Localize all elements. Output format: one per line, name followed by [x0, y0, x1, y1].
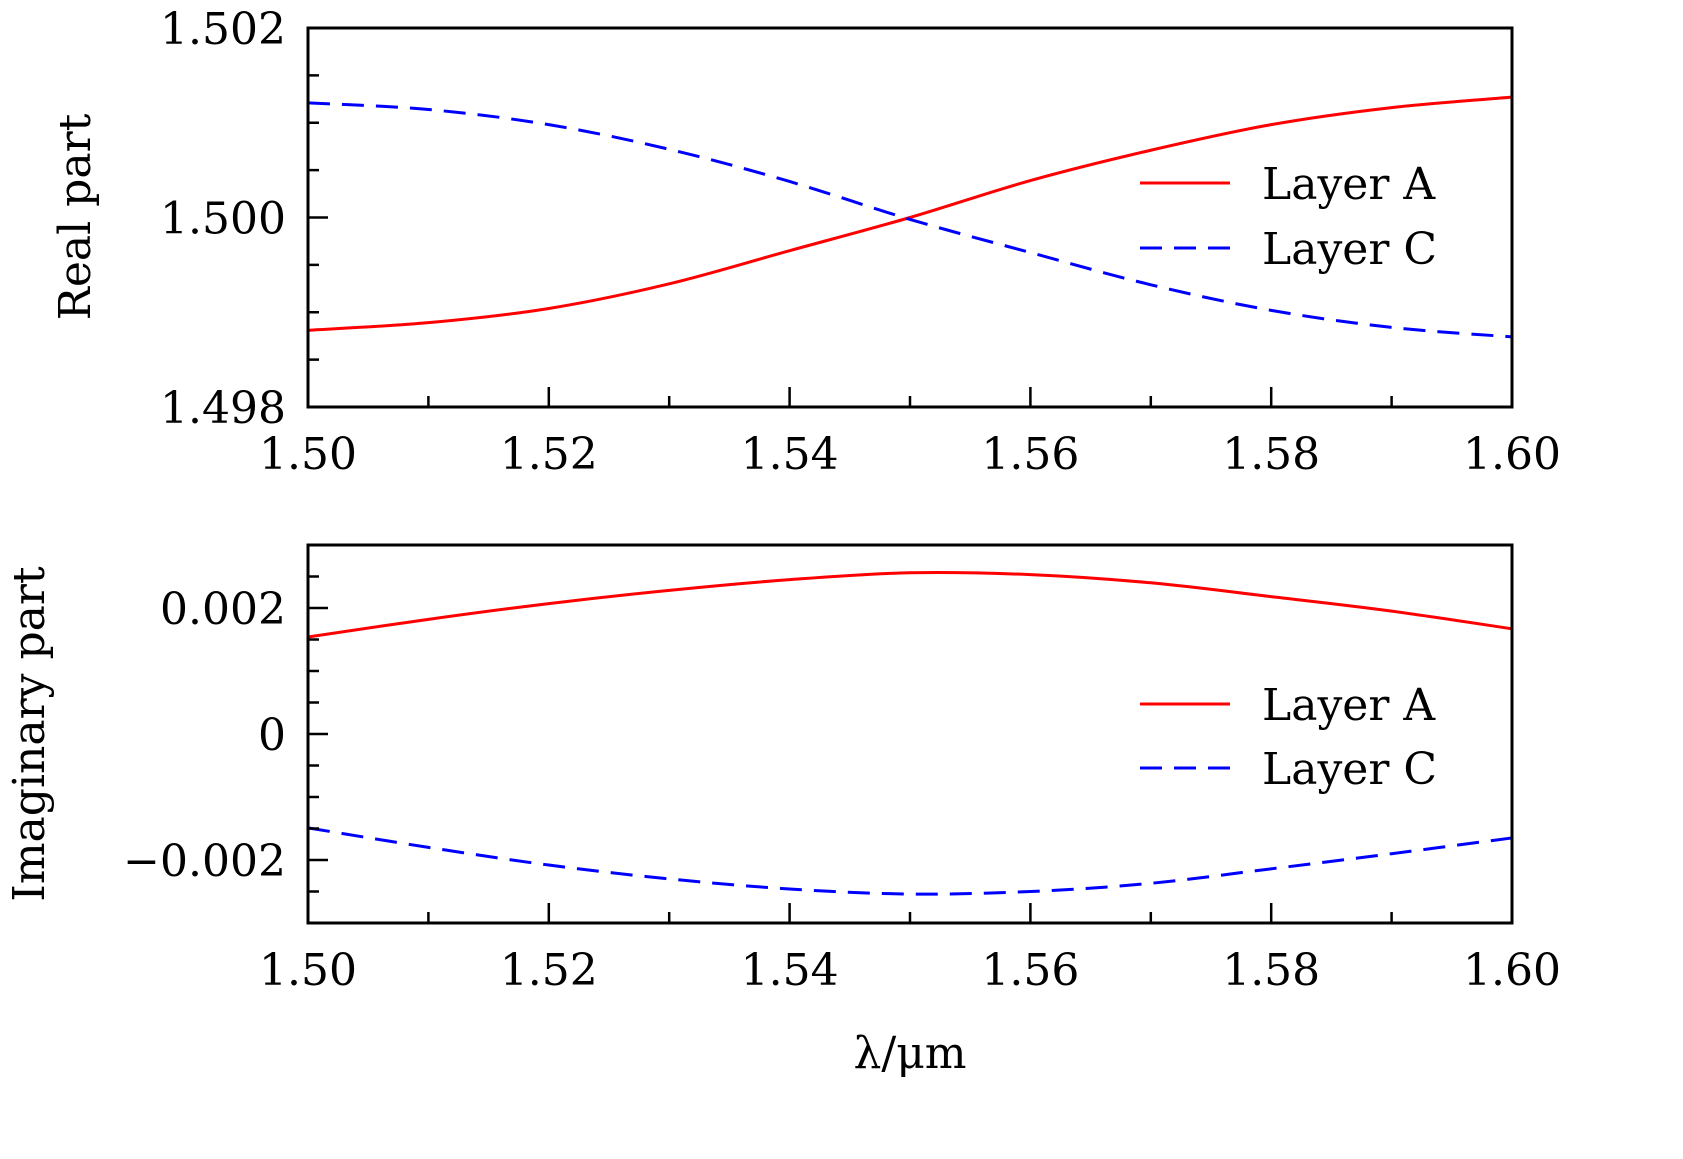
- bottom-ylabel: Imaginary part: [4, 566, 55, 901]
- x-tick-label: 1.50: [259, 429, 357, 480]
- series-line-layer-a: [307, 570, 1513, 639]
- panel-imaginary: Layer A Layer C 1.50 1.52 1.54 1.56 1.58 1.60 −0…: [123, 543, 1561, 996]
- plot-frame: [306, 543, 1514, 925]
- x-tick-label: 1.56: [981, 429, 1079, 480]
- series-line-layer-c: [307, 101, 1513, 339]
- y-tick-label: 0: [258, 710, 286, 761]
- panel-real: Layer A Layer C 1.50 1.52 1.54 1.56 1.58 1.60 1.…: [160, 4, 1561, 480]
- x-tick-label: 1.60: [1463, 945, 1561, 996]
- x-tick-label: 1.52: [500, 429, 598, 480]
- legend-label: Layer C: [1262, 224, 1437, 275]
- legend-label: Layer A: [1262, 680, 1436, 731]
- legend-label: Layer C: [1262, 744, 1437, 795]
- y-tick-label: 1.500: [160, 194, 286, 245]
- series-line-layer-c: [307, 826, 1513, 896]
- x-tick-label: 1.54: [741, 945, 839, 996]
- top-ylabel: Real part: [50, 113, 101, 320]
- bottom-xlabel: λ/μm: [853, 1028, 966, 1079]
- legend-label: Layer A: [1262, 159, 1436, 210]
- y-tick-label: 1.498: [160, 383, 286, 434]
- x-tick-label: 1.54: [741, 429, 839, 480]
- x-tick-label: 1.52: [500, 945, 598, 996]
- x-tick-label: 1.60: [1463, 429, 1561, 480]
- y-tick-label: 1.502: [160, 4, 286, 55]
- x-tick-label: 1.56: [981, 945, 1079, 996]
- y-tick-label: 0.002: [160, 584, 286, 635]
- y-tick-label: −0.002: [123, 836, 286, 887]
- x-tick-label: 1.50: [259, 945, 357, 996]
- x-tick-label: 1.58: [1222, 945, 1320, 996]
- x-tick-label: 1.58: [1222, 429, 1320, 480]
- series-line-layer-a: [307, 95, 1513, 332]
